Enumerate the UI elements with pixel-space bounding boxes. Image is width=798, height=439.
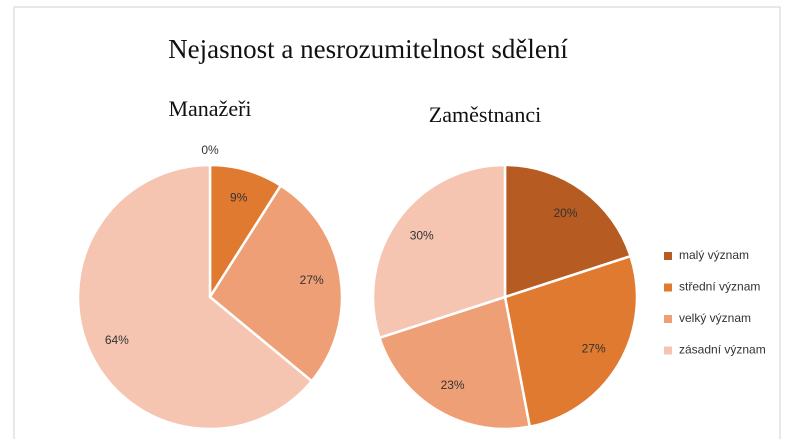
- legend-swatch: [664, 252, 672, 260]
- pie-slice: [76, 163, 314, 431]
- pie-slice: [208, 183, 344, 383]
- pie-slice: [377, 295, 532, 431]
- pie-slice: [503, 163, 633, 299]
- legend-swatch: [664, 346, 672, 355]
- chart-title: Nejasnost a nesrozumitelnost sdělení: [168, 34, 568, 64]
- data-label: 27%: [582, 342, 606, 356]
- data-label: 23%: [441, 378, 465, 392]
- legend-swatch: [664, 283, 672, 292]
- data-label: 64%: [105, 333, 129, 347]
- legend-label: malý význam: [679, 248, 749, 262]
- legend-swatch: [664, 315, 672, 323]
- data-label: 20%: [554, 206, 578, 220]
- data-label: 0%: [201, 143, 219, 157]
- legend-label: zásadní význam: [679, 343, 766, 357]
- data-label: 9%: [230, 190, 248, 204]
- legend-label: střední význam: [679, 280, 760, 294]
- data-label: 27%: [300, 273, 324, 287]
- legend-label: velký význam: [679, 311, 751, 325]
- data-label: 30%: [410, 229, 434, 243]
- pie-slice: [371, 163, 507, 340]
- pie-title: Manažeři: [168, 96, 251, 121]
- pie-title: Zaměstnanci: [429, 102, 541, 127]
- pie-slice: [503, 254, 639, 429]
